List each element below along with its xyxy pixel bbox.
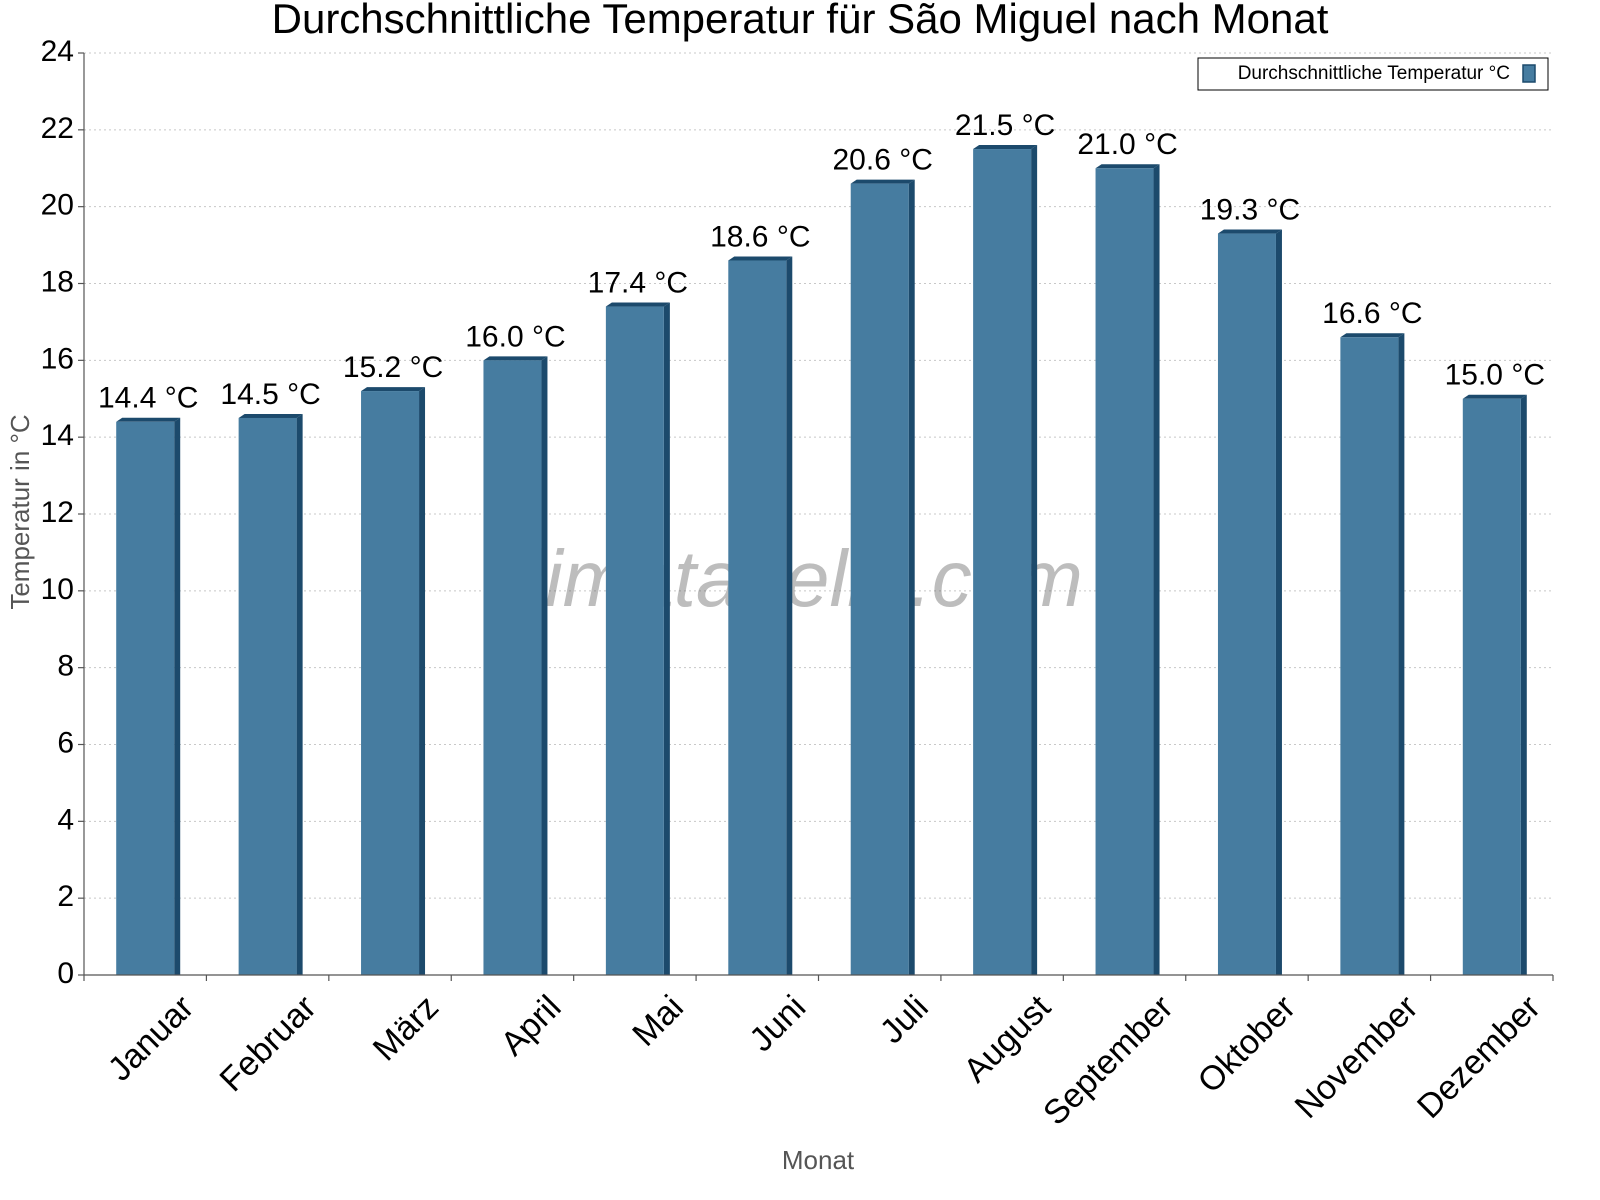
value-label: 21.5 °C [955, 109, 1055, 142]
value-label: 21.0 °C [1077, 128, 1177, 161]
y-tick-label: 20 [41, 189, 74, 222]
bar-top [361, 387, 426, 392]
value-label: 15.0 °C [1445, 359, 1545, 392]
chart-title: Durchschnittliche Temperatur für São Mig… [272, 0, 1329, 42]
y-tick-label: 24 [41, 35, 74, 68]
bar [1217, 233, 1276, 975]
legend-swatch [1522, 64, 1536, 83]
value-label: 17.4 °C [588, 266, 688, 299]
value-label: 16.6 °C [1322, 297, 1422, 330]
value-label: 19.3 °C [1200, 193, 1300, 226]
y-tick-label: 8 [57, 650, 74, 683]
bar-top [850, 179, 915, 184]
bar [238, 417, 297, 975]
y-tick-label: 12 [41, 496, 74, 529]
bar-side [663, 302, 670, 975]
bar-side [1275, 229, 1282, 975]
legend-box [1197, 57, 1549, 91]
bar-top [1462, 394, 1527, 399]
y-tick-label: 18 [41, 265, 74, 298]
bar-top [483, 356, 548, 361]
bar-side [908, 179, 915, 975]
bar-side [1031, 145, 1038, 975]
y-tick-label: 14 [41, 419, 74, 452]
bar-top [238, 413, 303, 418]
bar-side [174, 417, 181, 975]
bar-top [1340, 333, 1405, 338]
y-tick-label: 22 [41, 112, 74, 145]
x-axis-label: Monat [782, 1145, 855, 1175]
bar-top [728, 256, 793, 261]
bar-side [419, 387, 426, 976]
bar [361, 391, 420, 976]
y-axis-label: Temperatur in °C [5, 414, 35, 609]
bar-top [1217, 229, 1282, 234]
value-label: 15.2 °C [343, 351, 443, 384]
legend-label: Durchschnittliche Temperatur °C [1238, 63, 1510, 84]
bar-side [1398, 333, 1405, 975]
bar-side [296, 413, 303, 975]
value-label: 14.5 °C [220, 378, 320, 411]
bar [850, 183, 909, 975]
value-label: 14.4 °C [98, 382, 198, 415]
bar [1095, 168, 1154, 975]
value-label: 20.6 °C [833, 144, 933, 177]
y-tick-label: 10 [41, 573, 74, 606]
bar-top [116, 417, 181, 422]
value-label: 16.0 °C [465, 320, 565, 353]
bar-side [541, 356, 548, 975]
value-label: 18.6 °C [710, 220, 810, 253]
bar-top [1095, 164, 1160, 169]
legend: Durchschnittliche Temperatur °C [1197, 57, 1549, 91]
bar-side [1153, 164, 1160, 975]
y-tick-label: 16 [41, 342, 74, 375]
bar [1462, 398, 1521, 975]
bar [116, 421, 175, 975]
y-tick-label: 0 [57, 957, 74, 990]
bar [483, 360, 542, 975]
y-tick-label: 2 [57, 880, 74, 913]
bar-side [1520, 394, 1527, 975]
bar [1340, 337, 1399, 975]
bar [605, 306, 664, 975]
bar [728, 260, 787, 975]
bar-top [973, 145, 1038, 150]
y-tick-label: 6 [57, 726, 74, 759]
bar [973, 149, 1032, 975]
y-tick-label: 4 [57, 803, 74, 836]
bar-side [786, 256, 793, 975]
bar-top [605, 302, 670, 307]
